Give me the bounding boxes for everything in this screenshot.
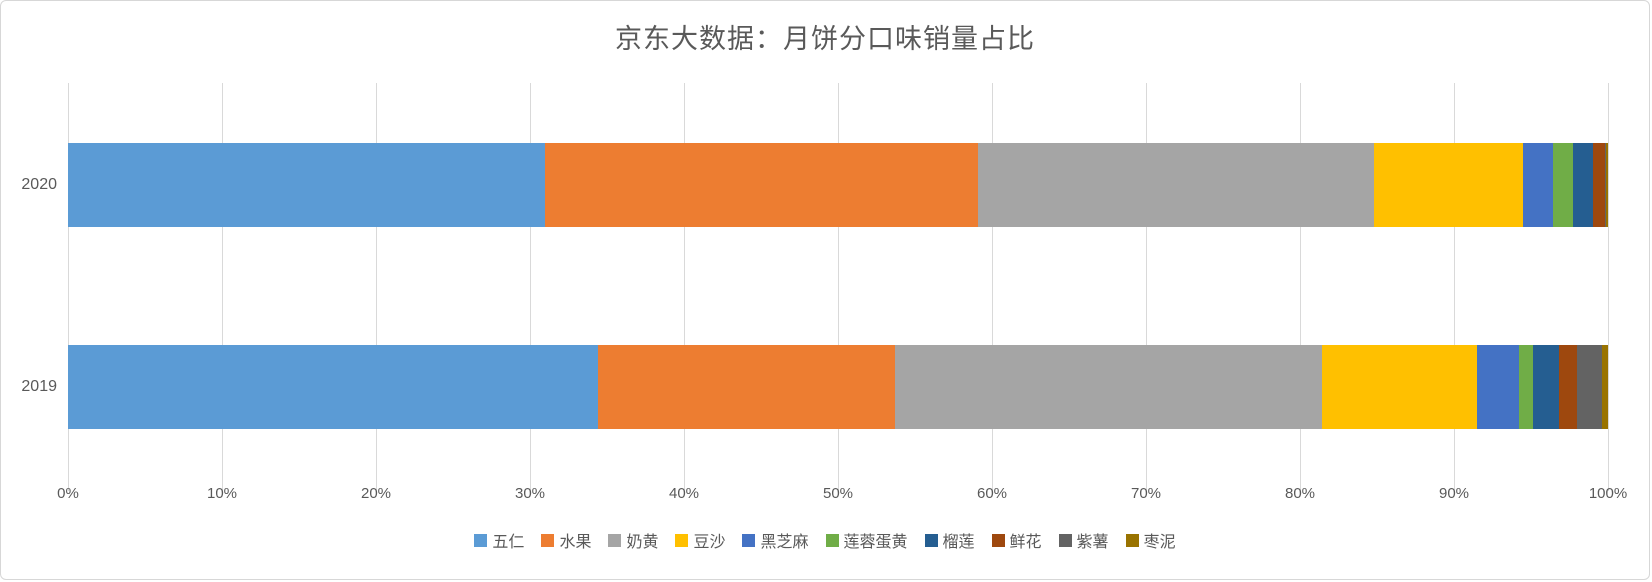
gridline xyxy=(992,83,993,491)
gridline xyxy=(376,83,377,491)
legend-color-chip xyxy=(924,533,938,547)
legend-color-chip xyxy=(991,533,1005,547)
gridline xyxy=(222,83,223,491)
x-axis-tick-label: 20% xyxy=(360,485,392,502)
legend-item: 榴莲 xyxy=(924,528,975,552)
legend-item: 紫薯 xyxy=(1058,528,1109,552)
bar-segment xyxy=(68,345,598,429)
x-axis-tick-label: 0% xyxy=(57,485,79,502)
legend-label: 莲蓉蛋黄 xyxy=(843,534,908,551)
bar-2020 xyxy=(68,143,1608,227)
bar-segment xyxy=(1532,345,1559,429)
bar-segment xyxy=(1601,345,1608,429)
bar-segment xyxy=(1572,143,1593,227)
legend-color-chip xyxy=(675,533,689,547)
gridline xyxy=(684,83,685,491)
x-axis-tick-label: 40% xyxy=(668,485,700,502)
chart-title: 京东大数据：月饼分口味销量占比 xyxy=(615,24,1035,54)
gridline xyxy=(1300,83,1301,491)
legend-item: 鲜花 xyxy=(991,528,1042,552)
x-axis-tick-label: 30% xyxy=(514,485,546,502)
gridline xyxy=(838,83,839,491)
legend-label: 奶黄 xyxy=(626,534,659,551)
x-axis-tick-label: 80% xyxy=(1284,485,1316,502)
legend-item: 水果 xyxy=(541,528,591,552)
bar-segment xyxy=(1604,143,1607,227)
legend-label: 榴莲 xyxy=(942,534,975,551)
bar-segment xyxy=(1552,143,1573,227)
legend-item: 黑芝麻 xyxy=(742,528,809,552)
gridline xyxy=(1608,83,1609,491)
gridline xyxy=(68,83,69,491)
legend: 五仁 水果 奶黄 豆沙 黑芝麻 莲蓉蛋黄 榴莲 鲜花 紫薯 枣泥 xyxy=(1,528,1649,552)
gridline xyxy=(1146,83,1147,491)
legend-label: 紫薯 xyxy=(1076,534,1109,551)
bar-segment xyxy=(597,345,895,429)
legend-label: 黑芝麻 xyxy=(760,534,809,551)
gridline xyxy=(530,83,531,491)
legend-item: 莲蓉蛋黄 xyxy=(825,528,908,552)
x-axis-tick-label: 70% xyxy=(1130,485,1162,502)
legend-item: 奶黄 xyxy=(608,528,658,552)
bar-segment xyxy=(1523,143,1553,227)
legend-color-chip xyxy=(541,533,555,547)
bar-segment xyxy=(1606,143,1608,227)
y-axis-label: 2019 xyxy=(21,378,57,395)
legend-color-chip xyxy=(742,533,756,547)
bar-segment xyxy=(1477,345,1519,429)
gridline xyxy=(1454,83,1455,491)
legend-item: 豆沙 xyxy=(675,528,725,552)
bar-segment xyxy=(894,345,1322,429)
x-axis-tick-label: 90% xyxy=(1438,485,1470,502)
bar-segment xyxy=(1518,345,1533,429)
y-axis-label: 2020 xyxy=(21,176,57,193)
bar-segment xyxy=(545,143,979,227)
x-axis-tick-label: 60% xyxy=(976,485,1008,502)
legend-color-chip xyxy=(825,533,839,547)
bar-segment xyxy=(1577,345,1602,429)
legend-label: 水果 xyxy=(559,534,592,551)
plot-area xyxy=(68,83,1609,491)
legend-color-chip xyxy=(608,533,622,547)
legend-item: 枣泥 xyxy=(1125,528,1176,552)
bar-segment xyxy=(1558,345,1578,429)
legend-color-chip xyxy=(1125,533,1139,547)
legend-item: 五仁 xyxy=(474,528,524,552)
x-axis-tick-label: 100% xyxy=(1588,485,1628,502)
legend-label: 五仁 xyxy=(492,534,525,551)
x-axis-tick-label: 10% xyxy=(206,485,238,502)
bar-segment xyxy=(978,143,1374,227)
bar-2019 xyxy=(68,345,1608,429)
legend-label: 豆沙 xyxy=(693,534,726,551)
bar-segment xyxy=(1321,345,1478,429)
legend-label: 鲜花 xyxy=(1009,534,1042,551)
legend-label: 枣泥 xyxy=(1143,534,1176,551)
bar-segment xyxy=(1592,143,1605,227)
legend-color-chip xyxy=(1058,533,1072,547)
legend-color-chip xyxy=(474,533,488,547)
bar-segment xyxy=(1373,143,1524,227)
x-axis-tick-label: 50% xyxy=(822,485,854,502)
bar-segment xyxy=(68,143,546,227)
